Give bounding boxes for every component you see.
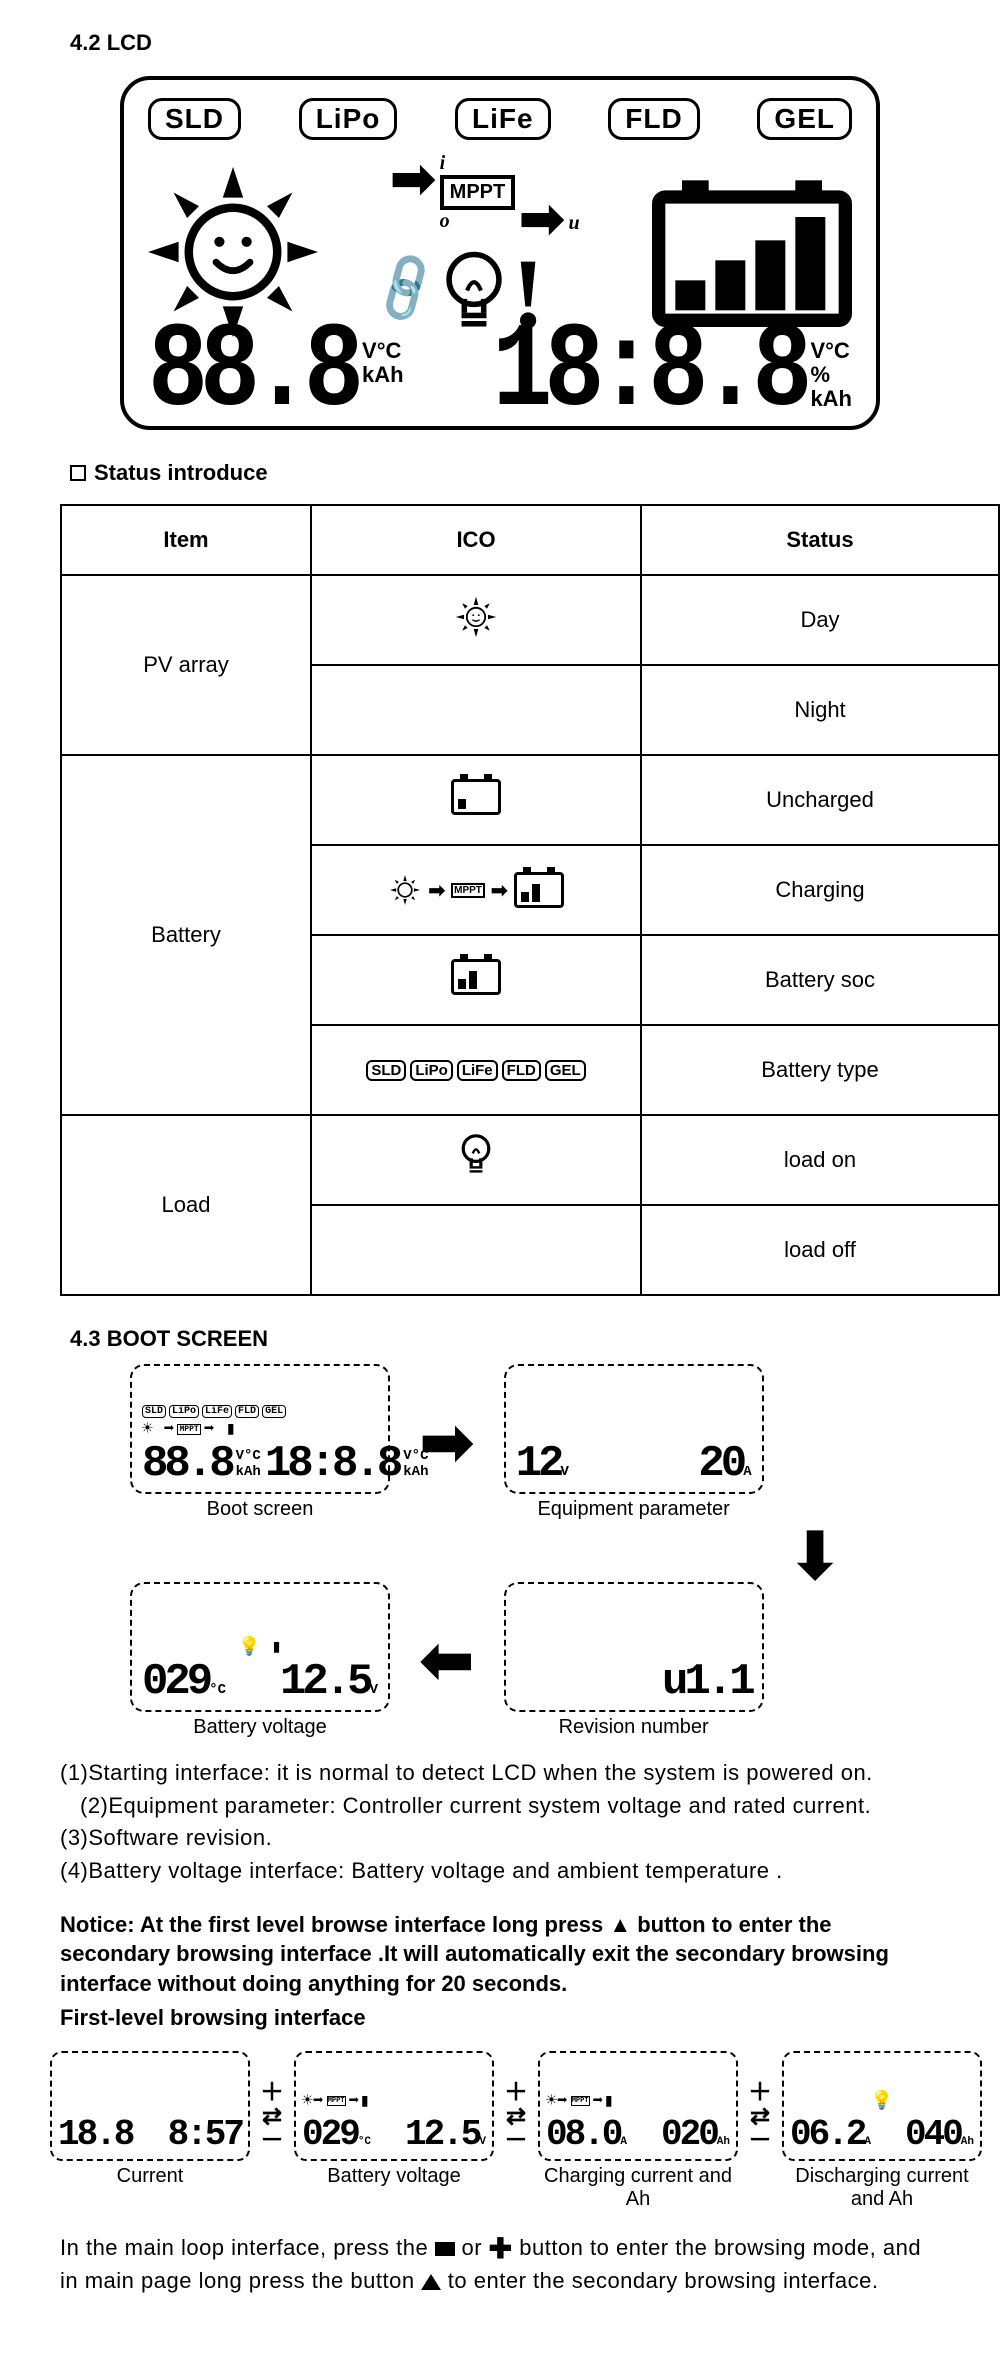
rev-label: Revision number: [504, 1716, 764, 1739]
text-3: (3)Software revision.: [60, 1824, 940, 1853]
arrow-left: ⬅: [420, 1623, 474, 1698]
dc-label: Discharging current and Ah: [782, 2165, 982, 2211]
type-gel: GEL: [545, 1060, 586, 1081]
left-seg-value: 88.8: [148, 323, 356, 425]
cc-lcd: ☀➡MPPT➡▮ 08.0A020Ah: [538, 2051, 738, 2161]
status-introduce-text: Status introduce: [94, 460, 268, 486]
ico-load-off: [311, 1205, 641, 1295]
right-segment: 18:8.8 V°C % kAh: [492, 331, 852, 416]
current-lcd: 18.88:57: [50, 2051, 250, 2161]
unit-kah-left: kAh: [362, 363, 404, 387]
arrow-in-icon: ➡: [390, 152, 435, 206]
battery-icon: [652, 177, 852, 327]
ico-uncharged: [311, 755, 641, 845]
status-charging: Charging: [641, 845, 999, 935]
equip-lcd: 12V 20A: [504, 1364, 764, 1494]
mppt-label: MPPT: [440, 175, 516, 210]
minus-button-icon: [435, 2242, 455, 2256]
item-battery: Battery: [61, 755, 311, 1115]
boot-flow: SLDLiPoLiFeFLDGEL ☀ ➡ MPPT ➡ ▮ 88.8V°CkA…: [130, 1364, 960, 1739]
ico-blank-night: [311, 665, 641, 755]
status-batt-type: Battery type: [641, 1025, 999, 1115]
u-label: u: [568, 212, 579, 235]
status-introduce-header: Status introduce: [70, 460, 970, 486]
batt-type-fld: FLD: [608, 98, 699, 140]
plus-button-icon: ✚: [489, 2231, 513, 2267]
text-2: (2)Equipment parameter: Controller curre…: [60, 1792, 940, 1821]
status-load-off: load off: [641, 1205, 999, 1295]
cc-label: Charging current and Ah: [538, 2165, 738, 2211]
unit-kah-right: kAh: [810, 387, 852, 411]
section-4-3-title: 4.3 BOOT SCREEN: [70, 1326, 970, 1352]
current-label: Current: [117, 2165, 184, 2188]
checkbox-icon: [70, 465, 86, 481]
type-life: LiFe: [457, 1060, 498, 1081]
text-1: (1)Starting interface: it is normal to d…: [60, 1759, 940, 1788]
ico-batt-type: SLD LiPo LiFe FLD GEL: [311, 1025, 641, 1115]
bv-browse-label: Battery voltage: [327, 2165, 460, 2188]
ico-batt-soc: [311, 935, 641, 1025]
arrow-down: ⬇: [670, 1531, 960, 1582]
type-sld: SLD: [366, 1060, 406, 1081]
item-pv: PV array: [61, 575, 311, 755]
sun-tiny-icon: [388, 873, 422, 907]
th-ico: ICO: [311, 505, 641, 575]
pm-1: ＋⇄－: [260, 2081, 284, 2153]
bv-label: Battery voltage: [130, 1716, 390, 1739]
lcd-diagram: SLD LiPo LiFe FLD GEL ➡: [120, 76, 880, 430]
unit-pct: %: [810, 363, 852, 387]
ico-load-on: [311, 1115, 641, 1205]
o-label: o: [440, 210, 450, 233]
bv-lcd: 💡 ▮ 029°C 12.5V: [130, 1582, 390, 1712]
i-label: i: [440, 152, 446, 175]
ico-sun: [311, 575, 641, 665]
dc-lcd: 💡 06.2A040Ah: [782, 2051, 982, 2161]
status-uncharged: Uncharged: [641, 755, 999, 845]
status-load-on: load on: [641, 1115, 999, 1205]
browse-row: 18.88:57 Current ＋⇄－ ☀➡MPPT➡▮ 029°C12.5V…: [50, 2051, 950, 2211]
mppt-tiny: MPPT: [451, 883, 485, 898]
status-soc: Battery soc: [641, 935, 999, 1025]
status-night: Night: [641, 665, 999, 755]
bulb-small-icon: [456, 1131, 496, 1183]
batt-type-gel: GEL: [757, 98, 852, 140]
batt-type-sld: SLD: [148, 98, 241, 140]
batt-type-lipo: LiPo: [299, 98, 398, 140]
equip-label: Equipment parameter: [504, 1498, 764, 1521]
pm-3: ＋⇄－: [748, 2081, 772, 2153]
batt-type-life: LiFe: [455, 98, 551, 140]
pm-2: ＋⇄－: [504, 2081, 528, 2153]
up-button-icon: [421, 2274, 441, 2290]
bv-browse-lcd: ☀➡MPPT➡▮ 029°C12.5V: [294, 2051, 494, 2161]
item-load: Load: [61, 1115, 311, 1295]
rev-lcd: u1.1: [504, 1582, 764, 1712]
left-segment: 88.8 V°C kAh: [148, 331, 404, 416]
unit-vc-right: V°C: [810, 339, 852, 363]
link-icon: 🔗: [365, 247, 448, 329]
section-4-2-title: 4.2 LCD: [70, 30, 970, 56]
th-item: Item: [61, 505, 311, 575]
status-table: Item ICO Status PV array Day Night Batte…: [60, 504, 1000, 1296]
status-day: Day: [641, 575, 999, 665]
sun-small-icon: [453, 594, 499, 640]
arrow-right-1: ➡: [420, 1405, 474, 1480]
ico-charging: ➡ MPPT ➡: [311, 845, 641, 935]
battery-type-row: SLD LiPo LiFe FLD GEL: [148, 98, 852, 140]
text-4: (4)Battery voltage interface: Battery vo…: [60, 1857, 940, 1886]
notice-text: Notice: At the first level browse interf…: [60, 1910, 940, 1999]
arrow-tiny-2: ➡: [491, 878, 508, 903]
arrow-tiny-1: ➡: [428, 878, 445, 903]
boot-screen-lcd: SLDLiPoLiFeFLDGEL ☀ ➡ MPPT ➡ ▮ 88.8V°CkA…: [130, 1364, 390, 1494]
first-level-title: First-level browsing interface: [60, 2005, 940, 2031]
right-seg-value: 18:8.8: [492, 323, 804, 425]
type-fld: FLD: [502, 1060, 541, 1081]
boot-screen-label: Boot screen: [130, 1498, 390, 1521]
footer-text: In the main loop interface, press the or…: [60, 2231, 940, 2296]
th-status: Status: [641, 505, 999, 575]
unit-vc-left: V°C: [362, 339, 404, 363]
type-lipo: LiPo: [410, 1060, 453, 1081]
